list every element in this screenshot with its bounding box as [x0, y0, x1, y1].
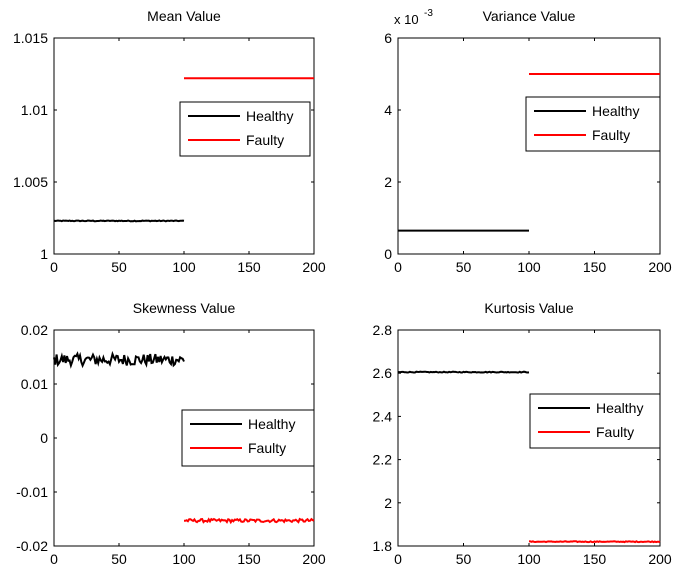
series-line-healthy [53, 219, 185, 223]
y-tick-label: 2 [384, 495, 392, 511]
x-tick-label: 150 [237, 551, 261, 567]
legend-box [181, 409, 315, 467]
y-tick-label: 2.6 [373, 365, 393, 381]
subplot-1: Mean Value 0 50 100 150 200 1 1.005 1.01 1.015 Hea… [13, 8, 326, 275]
y-tick-label: 2 [384, 174, 392, 190]
x-tick-label: 50 [111, 551, 127, 567]
chart-title: Skewness Value [133, 300, 236, 316]
x-tick-label: 150 [583, 551, 607, 567]
legend-label: Faulty [592, 127, 630, 143]
legend-label: Healthy [246, 108, 293, 124]
legend-label: Faulty [248, 440, 286, 456]
chart-title: Mean Value [147, 8, 221, 24]
x-tick-label: 150 [237, 259, 261, 275]
y-tick-label: -0.01 [16, 484, 48, 500]
x-tick-label: 200 [302, 259, 326, 275]
legend-label: Faulty [246, 132, 284, 148]
legend: Healthy Faulty [179, 101, 311, 157]
x-tick-label: 200 [302, 551, 326, 567]
legend-box [529, 393, 661, 449]
x-tick-label: 0 [394, 259, 402, 275]
y-tick-label: 6 [384, 30, 392, 46]
legend-label: Healthy [248, 416, 295, 432]
x-tick-label: 0 [50, 551, 58, 567]
series-line-faulty [184, 517, 315, 525]
x-tick-label: 100 [517, 259, 541, 275]
legend: Healthy Faulty [181, 409, 315, 467]
x-tick-label: 200 [648, 259, 672, 275]
x-tick-label: 0 [394, 551, 402, 567]
y-tick-label: 2.4 [373, 408, 393, 424]
y-tick-label: 0.02 [21, 322, 48, 338]
legend: Healthy Faulty [529, 393, 661, 449]
x-tick-label: 100 [172, 259, 196, 275]
x-tick-label: 0 [50, 259, 58, 275]
axis-exponent-label: x 10 [394, 12, 419, 27]
subplot-3: Skewness Value 0 50 100 150 200 -0.02 -0.01 0 0.0… [16, 300, 326, 567]
x-tick-label: 150 [583, 259, 607, 275]
y-tick-label: 0 [40, 430, 48, 446]
y-tick-label: 1.005 [13, 174, 48, 190]
legend-box [179, 101, 311, 157]
y-tick-label: 2.8 [373, 322, 393, 338]
y-tick-label: 2.2 [373, 452, 393, 468]
subplot-4: Kurtosis Value 0 50 100 150 200 1.8 2 2.2 2.4 2.6 2… [373, 300, 672, 567]
y-tick-label: 1 [40, 246, 48, 262]
x-tick-label: 100 [517, 551, 541, 567]
y-tick-label: 1.8 [373, 538, 393, 554]
x-tick-label: 50 [111, 259, 127, 275]
x-tick-label: 50 [456, 551, 472, 567]
legend-label: Faulty [596, 424, 634, 440]
y-tick-label: 1.01 [21, 102, 48, 118]
subplot-2: Variance Value x 10 -3 0 50 100 150 200 0 2 4 6 Heal… [384, 8, 672, 275]
legend-box [525, 96, 661, 152]
chart-title: Variance Value [483, 8, 576, 24]
x-tick-label: 50 [456, 259, 472, 275]
legend-label: Healthy [592, 103, 639, 119]
series-line-healthy [53, 350, 185, 369]
legend: Healthy Faulty [525, 96, 661, 152]
x-tick-label: 200 [648, 551, 672, 567]
y-tick-label: 1.015 [13, 30, 48, 46]
legend-label: Healthy [596, 400, 643, 416]
y-tick-label: 0.01 [21, 376, 48, 392]
axis-exponent-power: -3 [424, 8, 433, 19]
chart-title: Kurtosis Value [484, 300, 573, 316]
x-tick-label: 100 [172, 551, 196, 567]
y-tick-label: 4 [384, 102, 392, 118]
series-line-faulty [528, 540, 661, 544]
y-tick-label: -0.02 [16, 538, 48, 554]
series-line-healthy [397, 370, 530, 374]
y-tick-label: 0 [384, 246, 392, 262]
